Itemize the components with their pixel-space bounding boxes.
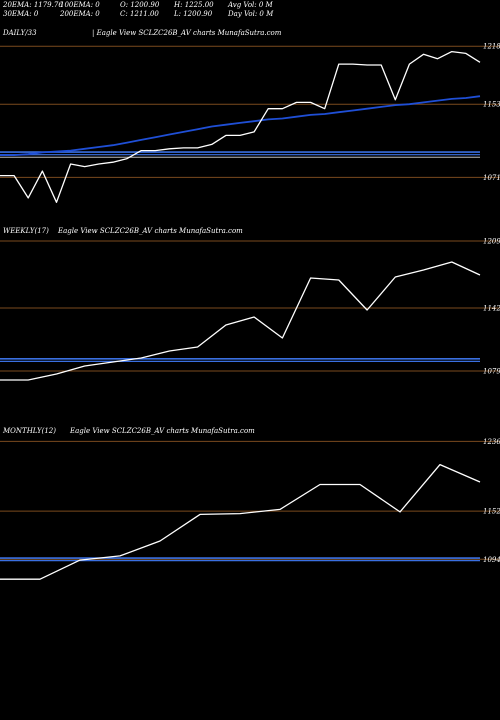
monthly-tick-label-2: 1094 bbox=[483, 556, 500, 564]
monthly-panel-label: MONTHLY(12) bbox=[3, 427, 56, 435]
header-open: O: 1200.90 bbox=[120, 1, 160, 9]
daily-ema-series bbox=[0, 95, 481, 157]
monthly-tick-label-1: 1152 bbox=[483, 508, 500, 516]
daily-tick-label-2: 1071 bbox=[483, 174, 500, 182]
weekly-tick-label-2: 1079 bbox=[483, 368, 500, 376]
monthly-panel-caption: Eagle View SCLZC26B_AV charts MunafaSutr… bbox=[70, 427, 255, 435]
header-ema200: 200EMA: 0 bbox=[60, 10, 100, 18]
header-high: H: 1225.00 bbox=[174, 1, 214, 9]
header-ema30: 30EMA: 0 bbox=[3, 10, 39, 18]
daily-price-series bbox=[0, 50, 481, 203]
header-close: C: 1211.00 bbox=[120, 10, 159, 18]
weekly-panel-caption: Eagle View SCLZC26B_AV charts MunafaSutr… bbox=[58, 227, 243, 235]
daily-tick-label-0: 1218 bbox=[483, 43, 500, 51]
weekly-tick-label-1: 1142 bbox=[483, 305, 500, 313]
daily-tick-label-1: 1153 bbox=[483, 101, 500, 109]
header-avg-vol: Avg Vol: 0 M bbox=[228, 1, 273, 9]
daily-panel-label: DAILY/33 bbox=[3, 29, 37, 37]
monthly-price-series bbox=[0, 463, 481, 580]
header-ema20: 20EMA: 1179.76 bbox=[3, 1, 63, 9]
monthly-tick-label-0: 1236 bbox=[483, 438, 500, 446]
daily-panel-caption: | Eagle View SCLZC26B_AV charts MunafaSu… bbox=[92, 29, 282, 37]
weekly-price-series bbox=[0, 261, 481, 381]
header-day-vol: Day Vol: 0 M bbox=[228, 10, 274, 18]
weekly-tick-label-0: 1209 bbox=[483, 238, 500, 246]
weekly-panel-label: WEEKLY(17) bbox=[3, 227, 49, 235]
header-ema100: 100EMA: 0 bbox=[60, 1, 100, 9]
header-low: L: 1200.90 bbox=[174, 10, 213, 18]
